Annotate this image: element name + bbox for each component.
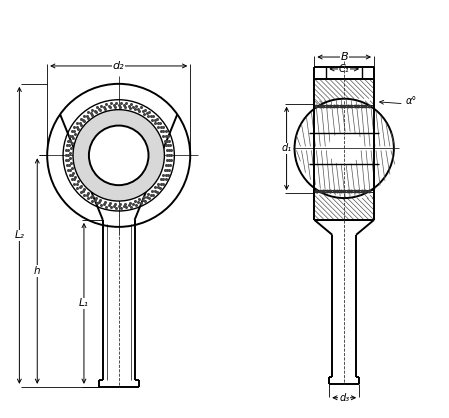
Text: d₃: d₃ xyxy=(339,393,349,403)
Bar xyxy=(314,79,374,99)
Text: d: d xyxy=(299,143,306,153)
Text: d₂: d₂ xyxy=(113,61,124,71)
Text: L₂: L₂ xyxy=(14,230,24,240)
Text: d₁: d₁ xyxy=(282,143,292,153)
Bar xyxy=(314,198,374,220)
Circle shape xyxy=(295,99,394,198)
Text: C₁: C₁ xyxy=(339,64,349,74)
Text: B: B xyxy=(340,52,348,62)
Text: h: h xyxy=(34,266,40,276)
Circle shape xyxy=(73,110,164,201)
Text: α°: α° xyxy=(406,96,417,106)
Text: L₁: L₁ xyxy=(79,298,89,308)
Circle shape xyxy=(89,125,149,185)
Circle shape xyxy=(328,133,360,164)
